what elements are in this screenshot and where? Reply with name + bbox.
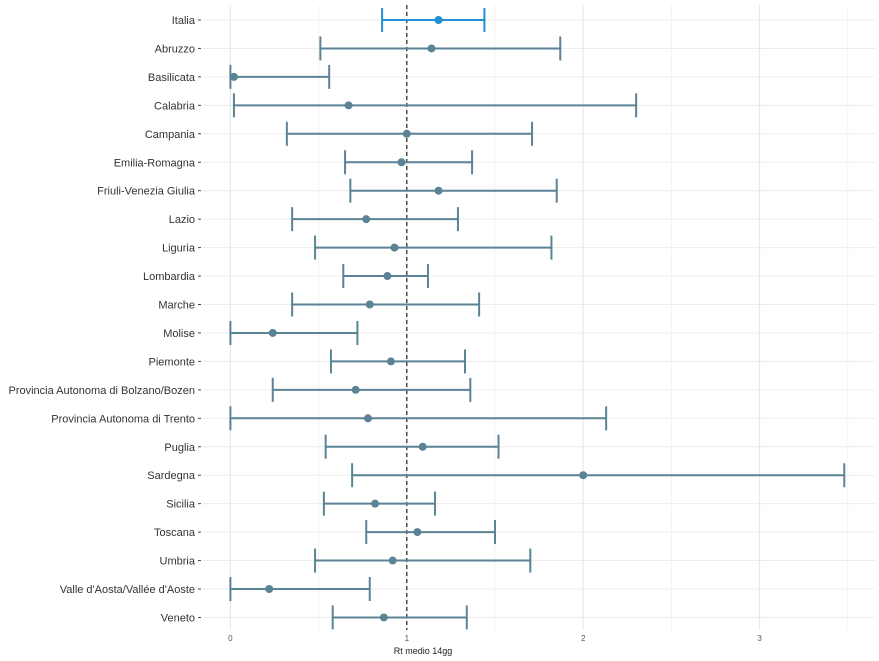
point-estimate [379, 613, 388, 622]
errorbar-11 [229, 320, 359, 345]
errorbar-1 [319, 36, 562, 61]
category-label: Provincia Autonoma di Bolzano/Bozen [8, 385, 195, 397]
point-estimate [427, 44, 436, 53]
point-estimate [362, 215, 371, 224]
point-estimate [265, 585, 274, 593]
errorbar-9 [342, 264, 429, 289]
category-label: Friuli-Venezia Giulia [97, 186, 196, 198]
errorbar-0 [381, 8, 486, 32]
point-estimate [363, 414, 372, 423]
category-labels: Italia Abruzzo Basilicata Calabria Campania E… [8, 15, 201, 624]
errorbar-5 [344, 150, 474, 175]
error-bars [229, 8, 846, 630]
category-label: Lombardia [143, 271, 196, 283]
x-tick-labels: 0 1 2 3 [228, 634, 762, 643]
errorbar-3 [232, 93, 638, 118]
category-label: Toscana [154, 527, 196, 539]
errorbar-10 [291, 292, 481, 317]
category-label: Veneto [161, 612, 195, 624]
x-axis-title: Rt medio 14gg [394, 646, 453, 656]
errorbar-7 [291, 207, 459, 232]
point-estimate [390, 243, 399, 252]
category-label: Abruzzo [155, 43, 195, 55]
point-estimate [418, 442, 427, 451]
category-label: Piemonte [149, 356, 195, 368]
errorbar-15 [324, 434, 500, 459]
point-estimate [397, 158, 406, 167]
errorbar-20 [229, 577, 371, 601]
category-label: Emilia-Romagna [114, 157, 196, 169]
point-estimate [402, 129, 411, 138]
x-tick-label: 2 [581, 634, 586, 643]
category-label: Lazio [169, 214, 195, 226]
errorbar-21 [331, 605, 468, 630]
grid-lines [203, 5, 875, 630]
point-estimate [351, 385, 360, 394]
point-estimate [434, 186, 443, 195]
errorbar-12 [329, 349, 467, 374]
point-estimate [388, 556, 397, 565]
errorbar-6 [349, 178, 558, 203]
category-label: Provincia Autonoma di Trento [51, 413, 195, 425]
errorbar-4 [285, 121, 534, 146]
point-estimate [413, 528, 422, 537]
errorbar-13 [271, 377, 472, 402]
point-estimate [229, 72, 238, 81]
category-label: Sardegna [147, 470, 196, 482]
point-estimate [579, 471, 588, 480]
category-label: Liguria [162, 243, 196, 255]
category-label: Sicilia [166, 499, 196, 511]
errorbar-16 [351, 463, 846, 488]
x-tick-label: 0 [228, 634, 233, 643]
category-label: Marche [158, 300, 195, 312]
point-estimate [365, 300, 374, 309]
point-estimate [386, 357, 395, 366]
category-label: Puglia [164, 442, 195, 454]
category-label: Basilicata [148, 72, 196, 84]
category-label: Valle d'Aosta/Vallée d'Aoste [60, 584, 195, 596]
point-estimate [383, 272, 392, 281]
point-estimate [344, 101, 353, 110]
errorbar-14 [229, 406, 608, 431]
errorbar-19 [314, 548, 532, 573]
category-label: Campania [145, 129, 196, 141]
category-label: Italia [172, 15, 196, 27]
errorbar-2 [229, 64, 331, 89]
errorbar-8 [314, 235, 553, 260]
x-tick-label: 1 [405, 634, 410, 643]
category-label: Calabria [154, 100, 196, 112]
point-estimate [434, 16, 443, 24]
errorbar-18 [365, 520, 496, 545]
point-estimate [371, 499, 380, 508]
errorbar-17 [322, 491, 437, 516]
category-label: Molise [163, 328, 195, 340]
x-tick-label: 3 [757, 634, 762, 643]
point-estimate [268, 328, 277, 337]
category-label: Umbria [160, 556, 196, 568]
